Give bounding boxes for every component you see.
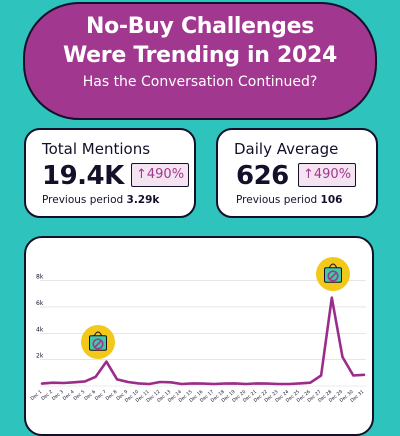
daily-average-change-badge: ↑490%: [298, 163, 357, 187]
y-tick-label: 8k: [36, 274, 44, 281]
title-line-1: No-Buy Challenges: [85, 14, 315, 39]
previous-period-label: Previous period: [236, 194, 318, 206]
daily-average-value: 626: [236, 161, 289, 191]
y-tick-label: 4k: [36, 326, 44, 333]
no-shopping-bag-icon: [316, 257, 350, 291]
header-banner: No-Buy Challenges Were Trending in 2024 …: [23, 2, 377, 120]
series-line: [40, 296, 366, 386]
title-line-2: Were Trending in 2024: [62, 43, 337, 68]
previous-period-value: 3.29k: [126, 194, 160, 206]
y-tick-label: 2k: [36, 353, 44, 360]
page-title: No-Buy Challenges Were Trending in 2024: [25, 12, 375, 70]
total-mentions-change-badge: ↑490%: [131, 163, 190, 187]
mentions-chart-panel: 2k 4k 6k 8k Dec 1 Dec 2 Dec 3 Dec 4 Dec 5 Dec 6 De…: [24, 236, 374, 436]
y-tick-label: 6k: [36, 300, 44, 307]
daily-average-label: Daily Average: [234, 140, 339, 158]
previous-period-label: Previous period: [42, 194, 124, 206]
total-mentions-value: 19.4K: [42, 161, 124, 191]
total-mentions-label: Total Mentions: [42, 140, 151, 158]
page-subtitle: Has the Conversation Continued?: [82, 74, 318, 90]
previous-period-value: 106: [320, 194, 343, 206]
daily-average-card: Daily Average 626 ↑490% Previous period …: [216, 128, 378, 218]
daily-average-previous: Previous period 106: [236, 194, 342, 206]
total-mentions-card: Total Mentions 19.4K ↑490% Previous peri…: [24, 128, 196, 218]
total-mentions-previous: Previous period 3.29k: [42, 194, 159, 206]
no-shopping-bag-icon: [81, 325, 115, 359]
